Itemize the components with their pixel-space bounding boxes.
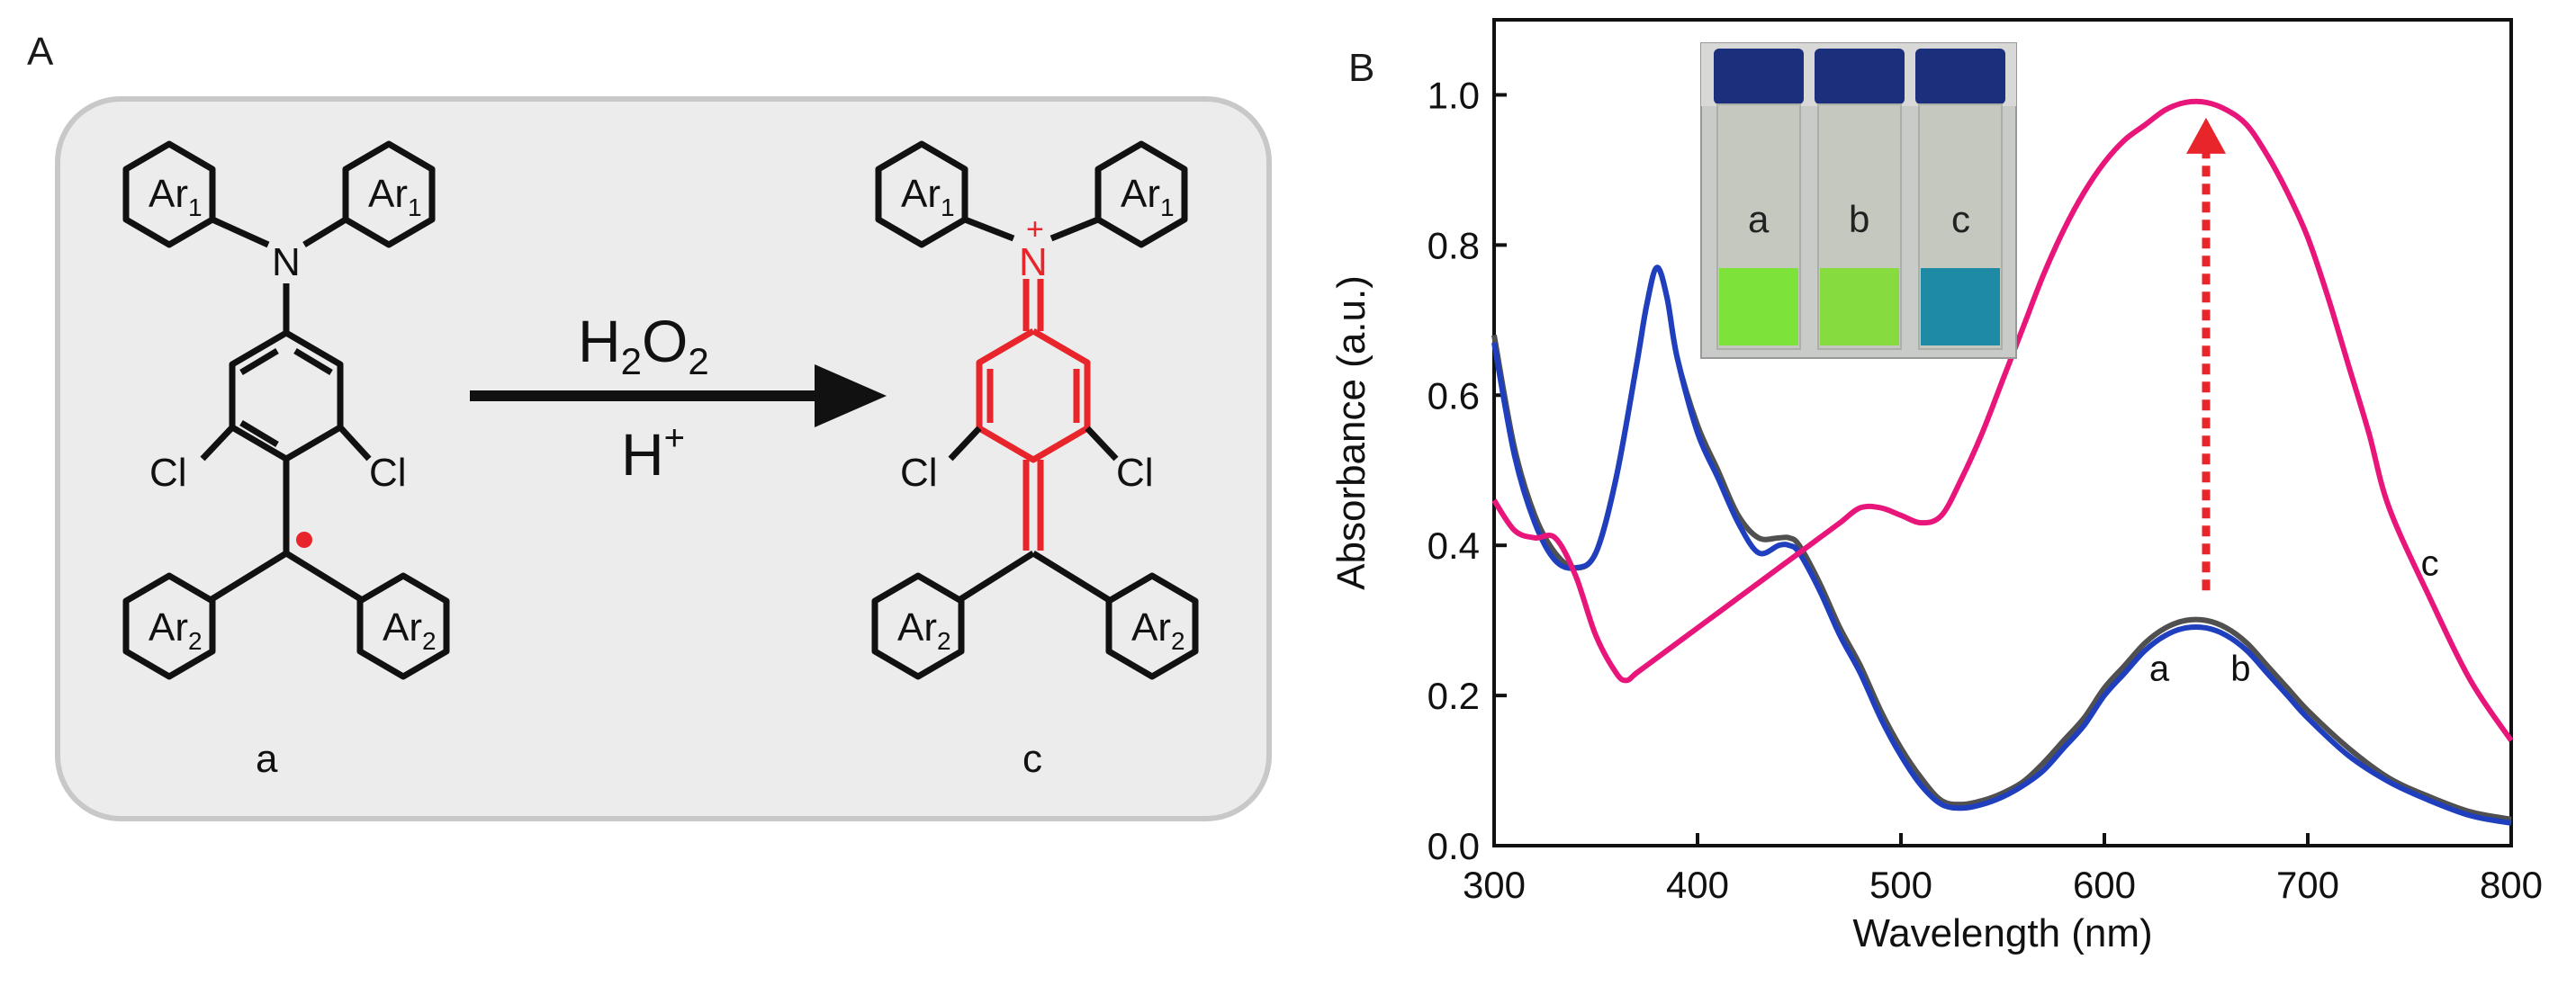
y-axis-title: Absorbance (a.u.) [1329,275,1374,590]
vial-c-cap [1915,49,2005,104]
y-tick-label: 1.0 [1428,74,1480,116]
svg-text:Ar1: Ar1 [368,172,422,221]
vial-label-c: c [1951,198,1970,240]
cl-label-left: Cl [149,451,187,495]
y-tick-label: 0.2 [1428,675,1480,717]
cl-label-left-c: Cl [900,451,938,495]
vial-label-b: b [1849,198,1869,240]
series-line-b [1491,264,2512,826]
vial-a-solution [1719,268,1798,345]
reagent-h-plus: H+ [621,418,685,488]
x-tick-label: 400 [1666,864,1729,906]
curve-label-b: b [2230,649,2250,688]
compound-a-label: a [256,737,278,781]
vial-a-cap [1714,49,1804,104]
x-tick-label: 700 [2276,864,2339,906]
ar2-label: Ar [383,605,422,650]
n-plus-atom-label: N [1019,240,1048,284]
x-tick-label: 300 [1463,864,1526,906]
panel-b-label: B [1348,46,1374,90]
compound-a-structure [122,140,450,680]
compound-c-structure [871,140,1199,680]
ar1-label: Ar [1121,172,1160,216]
svg-text:Ar2: Ar2 [383,605,437,655]
svg-text:Ar1: Ar1 [1121,172,1175,221]
series-line-c [1491,98,2514,742]
y-tick-label: 0.6 [1428,374,1480,417]
n-atom-label: N [272,240,301,284]
cl-label-right: Cl [369,451,407,495]
ar1-label: Ar [901,172,941,216]
vial-label-a: a [1748,198,1770,240]
vial-photo-inset: a b c [1700,42,2017,359]
ar1-label: Ar [149,172,188,216]
svg-text:Ar2: Ar2 [149,605,203,655]
ar2-label: Ar [149,605,188,650]
panel-a-reaction-scheme: A Ar1 Ar1 N Cl Cl Ar2 Ar2 a [27,30,1272,821]
svg-text:Ar1: Ar1 [901,172,955,221]
ar2-label: Ar [1131,605,1171,650]
ar2-label: Ar [897,605,937,650]
reaction-arrow [470,364,887,427]
y-tick-label: 0.4 [1428,524,1480,567]
svg-text:Ar2: Ar2 [1131,605,1185,655]
y-tick-label: 0.0 [1428,825,1480,867]
curve-label-a: a [2149,649,2170,688]
plot-area: 300 400 500 600 700 800 0.0 0.2 0.4 0.6 0.8 1.0 Wave… [1329,18,2543,955]
vial-b-cap [1815,49,1905,104]
plot-frame [1492,18,2513,847]
radical-dot [296,532,312,548]
n-positive-charge: + [1026,212,1044,247]
vial-c-solution [1921,268,2000,345]
svg-text:Ar2: Ar2 [897,605,951,655]
panel-b-absorbance-chart: B 300 400 500 600 700 800 0.0 0.2 0.4 0.6 0.8 1.0 Wa… [1329,18,2543,955]
ar1-label: Ar [368,172,408,216]
compound-c-label: c [1022,737,1042,781]
x-tick-label: 800 [2480,864,2543,906]
x-tick-label: 600 [2073,864,2136,906]
curve-label-c: c [2421,544,2439,584]
x-axis-title: Wavelength (nm) [1852,911,2152,955]
vial-b-solution [1820,268,1899,345]
increase-arrow-head [2186,117,2226,154]
cl-label-right-c: Cl [1116,451,1154,495]
panel-a-label: A [27,30,54,74]
reagent-h2o2: H2O2 [578,308,709,382]
svg-text:Ar1: Ar1 [149,172,203,221]
x-tick-label: 500 [1869,864,1932,906]
y-tick-label: 0.8 [1428,224,1480,266]
